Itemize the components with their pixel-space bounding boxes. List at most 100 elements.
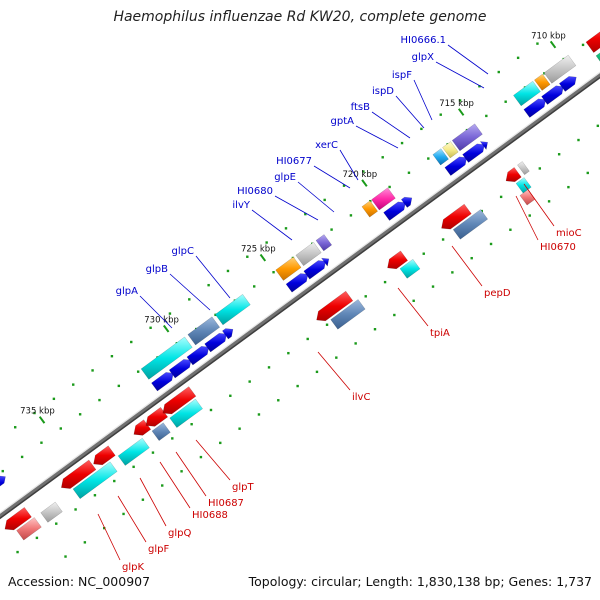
forward-gene-label: ispF [392, 70, 412, 81]
tick-label: 720 kbp [343, 170, 378, 180]
forward-cds-arrow [558, 76, 577, 92]
leader-line [175, 451, 207, 497]
track-dot [557, 153, 561, 156]
track-dot [209, 408, 213, 412]
xerC-feature [371, 187, 396, 211]
glpE-feature [315, 234, 333, 252]
leader-line [447, 44, 489, 75]
track-dot [64, 555, 67, 558]
track-dot [577, 138, 580, 142]
track-dot [277, 399, 280, 402]
track-dot [342, 184, 346, 187]
reverse-gene-label: mioC [556, 228, 582, 239]
track-dot [168, 312, 172, 315]
track-dot [383, 280, 387, 284]
forward-gene-label: glpC [172, 246, 194, 257]
tick-mark [38, 416, 46, 424]
forward-gene-label: HI0666.1 [401, 35, 446, 46]
tick-mark [163, 324, 170, 333]
forward-cds-arrow [285, 273, 309, 293]
leader-line [317, 351, 351, 391]
leader-line [395, 95, 425, 129]
track-dot [103, 526, 106, 530]
tick-label: 715 kbp [439, 99, 474, 109]
reverse-gene-label: glpF [148, 544, 169, 555]
tick-label: 730 kbp [144, 316, 179, 326]
forward-cds-arrow [168, 359, 192, 379]
feature-tracks [0, 31, 600, 541]
reverse-gene-label: glpQ [168, 528, 191, 539]
track-dot [171, 437, 174, 440]
leader-line [159, 461, 191, 509]
track-dot [547, 200, 551, 203]
track-dot [1, 469, 4, 473]
forward-cds-arrow [204, 333, 227, 353]
track-dot [141, 498, 145, 501]
track-dot [470, 256, 473, 260]
glpT-feature [169, 398, 203, 429]
tick-label: 725 kbp [241, 244, 276, 254]
track-dot [373, 328, 377, 331]
track-dot [122, 512, 125, 516]
track-dot [499, 195, 503, 199]
reverse-gene-label: glpK [122, 562, 144, 573]
HI0687-feature [151, 422, 171, 442]
glpQ-feature [72, 461, 118, 500]
leader-line [435, 61, 485, 89]
track-dot [420, 127, 423, 131]
track-dot [480, 209, 483, 213]
forward-cds-arrow [320, 257, 330, 267]
track-dot [400, 141, 404, 145]
track-dot [596, 124, 600, 128]
leader-line [139, 477, 167, 527]
accession-text: Accession: NC_000907 [8, 574, 151, 589]
forward-gene-label: gptA [331, 116, 355, 127]
track-dot [78, 413, 82, 416]
track-dot [485, 114, 488, 118]
backbone-shadow [0, 76, 600, 520]
HI0688-feature [117, 437, 150, 466]
track-dot [441, 238, 445, 241]
tick-mark [259, 253, 267, 262]
HI0670-cds [505, 167, 522, 183]
genome-backbone [0, 71, 600, 520]
leader-line [413, 79, 433, 121]
track-dot [296, 384, 299, 388]
forward-cds-arrow [303, 260, 326, 280]
track-dot [478, 85, 481, 88]
upper-edge-feature [585, 31, 600, 53]
track-dot [323, 198, 326, 202]
track-dot [272, 271, 275, 274]
backbone-highlight [0, 71, 600, 516]
track-dot [74, 508, 77, 511]
track-dot [509, 228, 512, 231]
glpT-cds [162, 386, 197, 415]
track-dot [586, 171, 589, 175]
forward-gene-label: ispD [372, 86, 394, 97]
leader-line [169, 273, 211, 311]
upper-right-teal-feature [595, 52, 600, 62]
track-dot [136, 370, 140, 373]
leader-line [355, 125, 399, 149]
track-dot [412, 299, 415, 303]
track-dot [229, 394, 232, 397]
track-dot [14, 426, 17, 429]
track-dot [207, 283, 210, 287]
track-dot [431, 285, 435, 288]
tick-label: 710 kbp [531, 31, 566, 41]
ilvC-cds [316, 290, 354, 322]
track-dot [16, 550, 19, 554]
forward-gene-label: HI0680 [237, 186, 273, 197]
forward-cds-arrow [444, 156, 468, 176]
genome-summary-text: Topology: circular; Length: 1,830,138 bp… [248, 574, 592, 589]
track-dot [253, 285, 256, 288]
forward-gene-label: glpX [412, 52, 434, 63]
track-dot [451, 271, 454, 274]
ilvC-feature [330, 299, 366, 330]
track-dot [504, 100, 507, 103]
track-dot [581, 43, 585, 47]
forward-gene-label: HI0677 [276, 156, 312, 167]
tick-mark [549, 40, 557, 49]
